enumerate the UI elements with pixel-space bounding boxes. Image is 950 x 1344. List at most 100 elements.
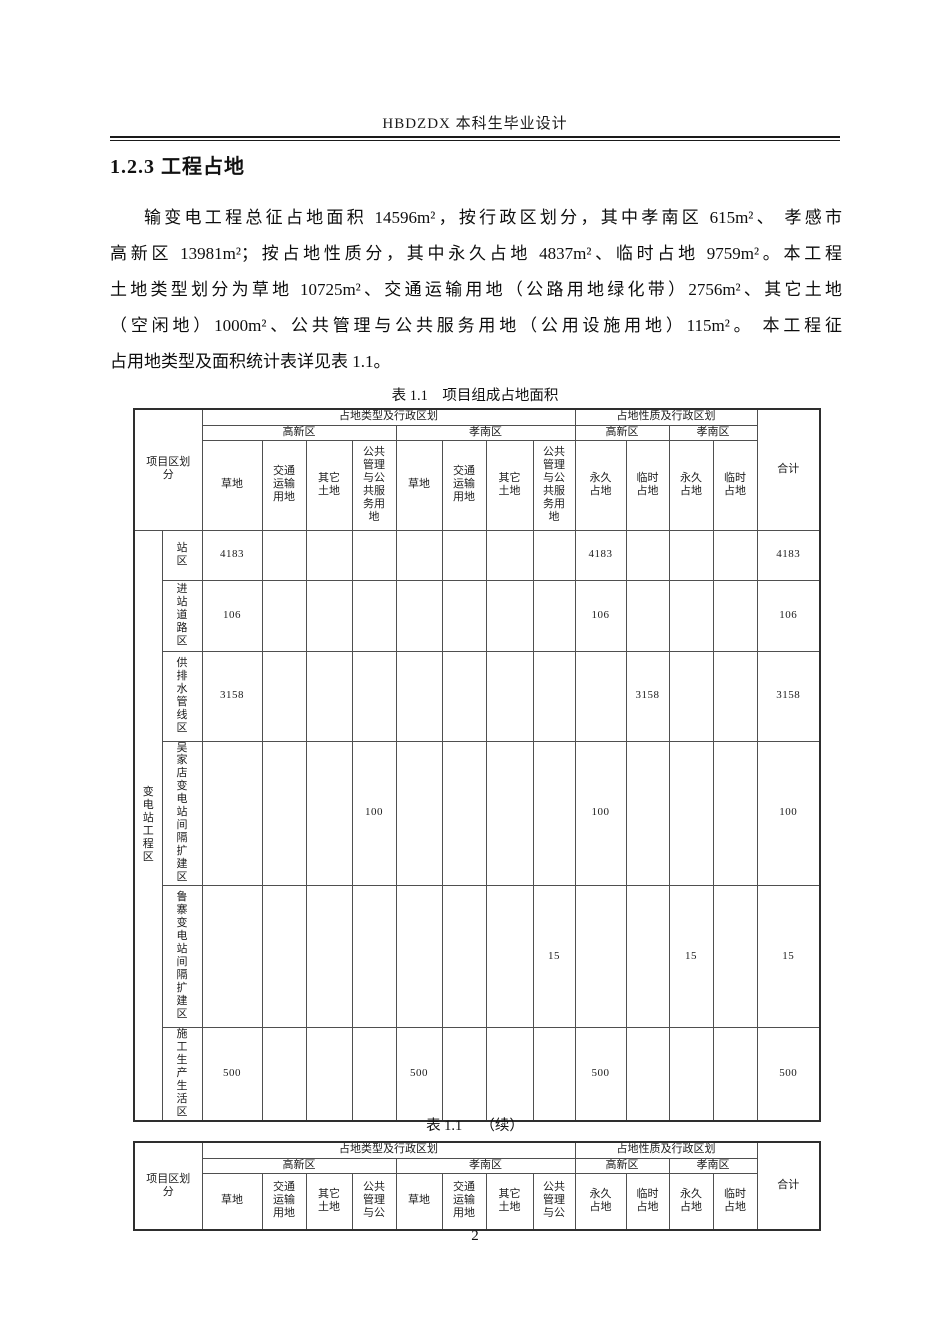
cell-value: 106 bbox=[201, 579, 263, 652]
paragraph-line: 占用地类型及面积统计表详见表 1.1。 bbox=[110, 352, 391, 371]
cell-value bbox=[441, 529, 487, 581]
cell-value bbox=[305, 650, 353, 742]
header-landtype: 交通运输用地 bbox=[441, 439, 487, 531]
cell-value bbox=[441, 740, 487, 886]
header-rule bbox=[110, 136, 840, 141]
row-group-label: 变电站工程区 bbox=[133, 529, 163, 1121]
table-row: 变电站工程区 站区 4183 4183 4183 bbox=[133, 529, 821, 1121]
cell-value bbox=[574, 650, 627, 742]
header-naturetype: 临时占地 bbox=[625, 439, 670, 531]
cell-value bbox=[305, 1026, 353, 1122]
table-row: 鲁寨变电站间隔扩建区 15 15 15 bbox=[134, 884, 821, 1028]
table2-caption: 表 1.1 （续） bbox=[426, 1118, 524, 1134]
cell-value bbox=[485, 740, 534, 886]
cell-value bbox=[441, 579, 487, 652]
header-district: 高新区 bbox=[201, 424, 397, 441]
header-landtype: 公共管理与公共服务用地 bbox=[532, 439, 576, 531]
header-nature-group: 占地性质及行政区划 bbox=[574, 408, 758, 426]
cell-value: 106 bbox=[756, 579, 821, 652]
header-landtype: 草地 bbox=[395, 439, 443, 531]
paragraph-line: 高新区 13981m²；按占地性质分，其中永久占地 4837m²、临时占地 97… bbox=[110, 244, 842, 263]
cell-value bbox=[625, 884, 670, 1028]
cell-value: 500 bbox=[201, 1026, 263, 1122]
header-naturetype: 永久占地 bbox=[668, 439, 714, 531]
cell-value bbox=[625, 740, 670, 886]
cell-value: 3158 bbox=[201, 650, 263, 742]
cell-value bbox=[395, 650, 443, 742]
cell-value: 3158 bbox=[625, 650, 670, 742]
cell-value bbox=[668, 650, 714, 742]
cell-value: 500 bbox=[574, 1026, 627, 1122]
cell-value bbox=[712, 529, 758, 581]
table-header-row: 草地 交通运输用地 其它土地 公共管理与公 草地 交通运输用地 其它土地 公共管… bbox=[134, 1172, 820, 1231]
cell-value bbox=[261, 650, 307, 742]
header-landtype: 公共管理与公 bbox=[351, 1172, 397, 1231]
cell-value bbox=[201, 884, 263, 1028]
header-district: 孝南区 bbox=[668, 1157, 758, 1174]
cell-value bbox=[485, 529, 534, 581]
cell-value: 100 bbox=[756, 740, 821, 886]
header-district: 高新区 bbox=[574, 1157, 670, 1174]
cell-value: 500 bbox=[395, 1026, 443, 1122]
cell-value bbox=[532, 650, 576, 742]
header-district: 高新区 bbox=[201, 1157, 397, 1174]
row-label: 鲁寨变电站间隔扩建区 bbox=[161, 884, 203, 1028]
cell-value bbox=[625, 1026, 670, 1122]
cell-value bbox=[485, 1026, 534, 1122]
land-occupation-table-continued: 项目区划分 占地类型及行政区划 占地性质及行政区划 合计 高新区 孝南区 高新区… bbox=[133, 1141, 821, 1231]
body-paragraph: 输变电工程总征占地面积 14596m²，按行政区划分，其中孝南区 615m²、 … bbox=[110, 200, 842, 380]
header-project-col: 项目区划分 bbox=[133, 408, 203, 531]
table-row: 吴家店变电站间隔扩建区 100 100 100 bbox=[134, 740, 821, 886]
cell-value bbox=[668, 529, 714, 581]
paragraph-line: （空闲地）1000m²、公共管理与公共服务用地（公用设施用地）115m²。 本工… bbox=[110, 316, 842, 335]
cell-value bbox=[261, 740, 307, 886]
header-landtype: 草地 bbox=[395, 1172, 443, 1231]
header-nature-group: 占地性质及行政区划 bbox=[574, 1141, 758, 1159]
cell-value bbox=[201, 740, 263, 886]
header-landtype: 公共管理与公共服务用地 bbox=[351, 439, 397, 531]
header-district: 孝南区 bbox=[668, 424, 758, 441]
header-district: 孝南区 bbox=[395, 1157, 576, 1174]
cell-value bbox=[395, 740, 443, 886]
cell-value bbox=[712, 1026, 758, 1122]
header-naturetype: 永久占地 bbox=[668, 1172, 714, 1231]
cell-value: 106 bbox=[574, 579, 627, 652]
table-header-row: 高新区 孝南区 高新区 孝南区 bbox=[134, 1157, 820, 1174]
cell-value bbox=[305, 579, 353, 652]
header-landtype: 公共管理与公 bbox=[532, 1172, 576, 1231]
header-landtype: 其它土地 bbox=[305, 439, 353, 531]
cell-value: 4183 bbox=[574, 529, 627, 581]
cell-value bbox=[485, 884, 534, 1028]
paragraph-line: 土地类型划分为草地 10725m²、交通运输用地（公路用地绿化带）2756m²、… bbox=[110, 280, 842, 299]
cell-value bbox=[712, 740, 758, 886]
header-type-group: 占地类型及行政区划 bbox=[201, 1141, 576, 1159]
table-row: 供排水管线区 3158 3158 3158 bbox=[134, 650, 821, 742]
header-landtype: 交通运输用地 bbox=[261, 439, 307, 531]
cell-value bbox=[485, 650, 534, 742]
table1-caption: 表 1.1 项目组成占地面积 bbox=[391, 388, 559, 404]
table-row: 进站道路区 106 106 106 bbox=[134, 579, 821, 652]
cell-value bbox=[712, 650, 758, 742]
cell-value bbox=[395, 884, 443, 1028]
cell-value bbox=[625, 529, 670, 581]
cell-value: 100 bbox=[351, 740, 397, 886]
header-total: 合计 bbox=[756, 1141, 821, 1231]
header-project-col: 项目区划分 bbox=[133, 1141, 203, 1231]
cell-value: 500 bbox=[756, 1026, 821, 1122]
header-naturetype: 临时占地 bbox=[712, 439, 758, 531]
cell-value: 4183 bbox=[201, 529, 263, 581]
cell-value bbox=[532, 579, 576, 652]
row-label: 施工生产生活区 bbox=[161, 1026, 203, 1122]
row-label: 吴家店变电站间隔扩建区 bbox=[161, 740, 203, 886]
cell-value: 15 bbox=[668, 884, 714, 1028]
land-occupation-table: 项目区划分 占地类型及行政区划 占地性质及行政区划 合计 高新区 孝南区 高新区… bbox=[133, 408, 821, 1122]
section-heading: 1.2.3 工程占地 bbox=[110, 156, 245, 178]
paragraph-line: 输变电工程总征占地面积 14596m²，按行政区划分，其中孝南区 615m²、 … bbox=[144, 208, 842, 227]
cell-value: 4183 bbox=[756, 529, 821, 581]
cell-value bbox=[305, 884, 353, 1028]
header-landtype: 交通运输用地 bbox=[261, 1172, 307, 1231]
table-header-row: 草地 交通运输用地 其它土地 公共管理与公共服务用地 草地 交通运输用地 其它土… bbox=[134, 439, 820, 531]
table-header-row: 项目区划分 占地类型及行政区划 占地性质及行政区划 合计 bbox=[133, 408, 821, 531]
cell-value bbox=[395, 529, 443, 581]
header-landtype: 其它土地 bbox=[485, 1172, 534, 1231]
